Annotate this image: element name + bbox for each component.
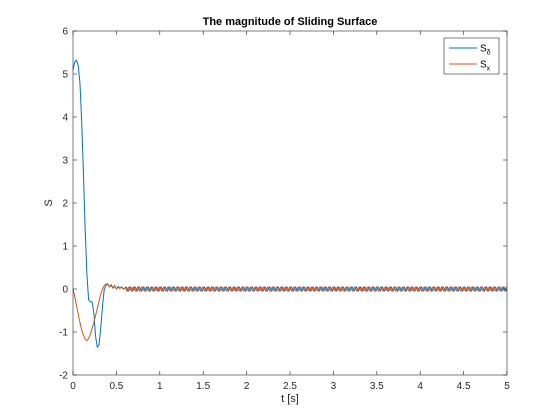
x-tick-label: 0 [70, 381, 76, 392]
x-tick-label: 3.5 [370, 381, 384, 392]
x-tick-label: 2.5 [283, 381, 297, 392]
legend-label-2: Sx [480, 60, 491, 73]
y-tick-label: -2 [59, 371, 68, 382]
y-tick-label: -1 [59, 328, 68, 339]
x-tick-label: 4 [417, 381, 423, 392]
y-tick-label: 6 [62, 27, 68, 38]
y-tick-label: 5 [62, 70, 68, 81]
y-tick-label: 4 [62, 113, 68, 124]
x-tick-label: 2 [244, 381, 250, 392]
legend-label-1: Sδ [480, 44, 491, 57]
y-tick-label: 1 [62, 242, 68, 253]
legend-box [443, 37, 500, 75]
x-tick-label: 3 [331, 381, 337, 392]
axes-layer: 0 0.5 1 1.5 2 2.5 3 3.5 4 4.5 5 -2 -1 0 1 2 3 4 5 6 [59, 27, 510, 393]
chart-title: The magnitude of Sliding Surface [203, 16, 378, 28]
x-tick-label: 5 [504, 381, 510, 392]
x-axis-label: t [s] [281, 393, 299, 405]
series-layer [72, 59, 508, 349]
plot-area [73, 31, 507, 375]
series-line-1 [72, 59, 508, 349]
series-line-2 [72, 283, 508, 342]
x-tick-label: 1.5 [196, 381, 210, 392]
y-tick-label: 3 [62, 156, 68, 167]
legend: Sδ Sx [443, 37, 500, 75]
y-tick-label: 2 [62, 199, 68, 210]
x-tick-label: 1 [157, 381, 163, 392]
y-tick-label: 0 [62, 285, 68, 296]
x-tick-label: 0.5 [109, 381, 123, 392]
y-axis-label: S [43, 199, 55, 206]
x-tick-label: 4.5 [457, 381, 471, 392]
